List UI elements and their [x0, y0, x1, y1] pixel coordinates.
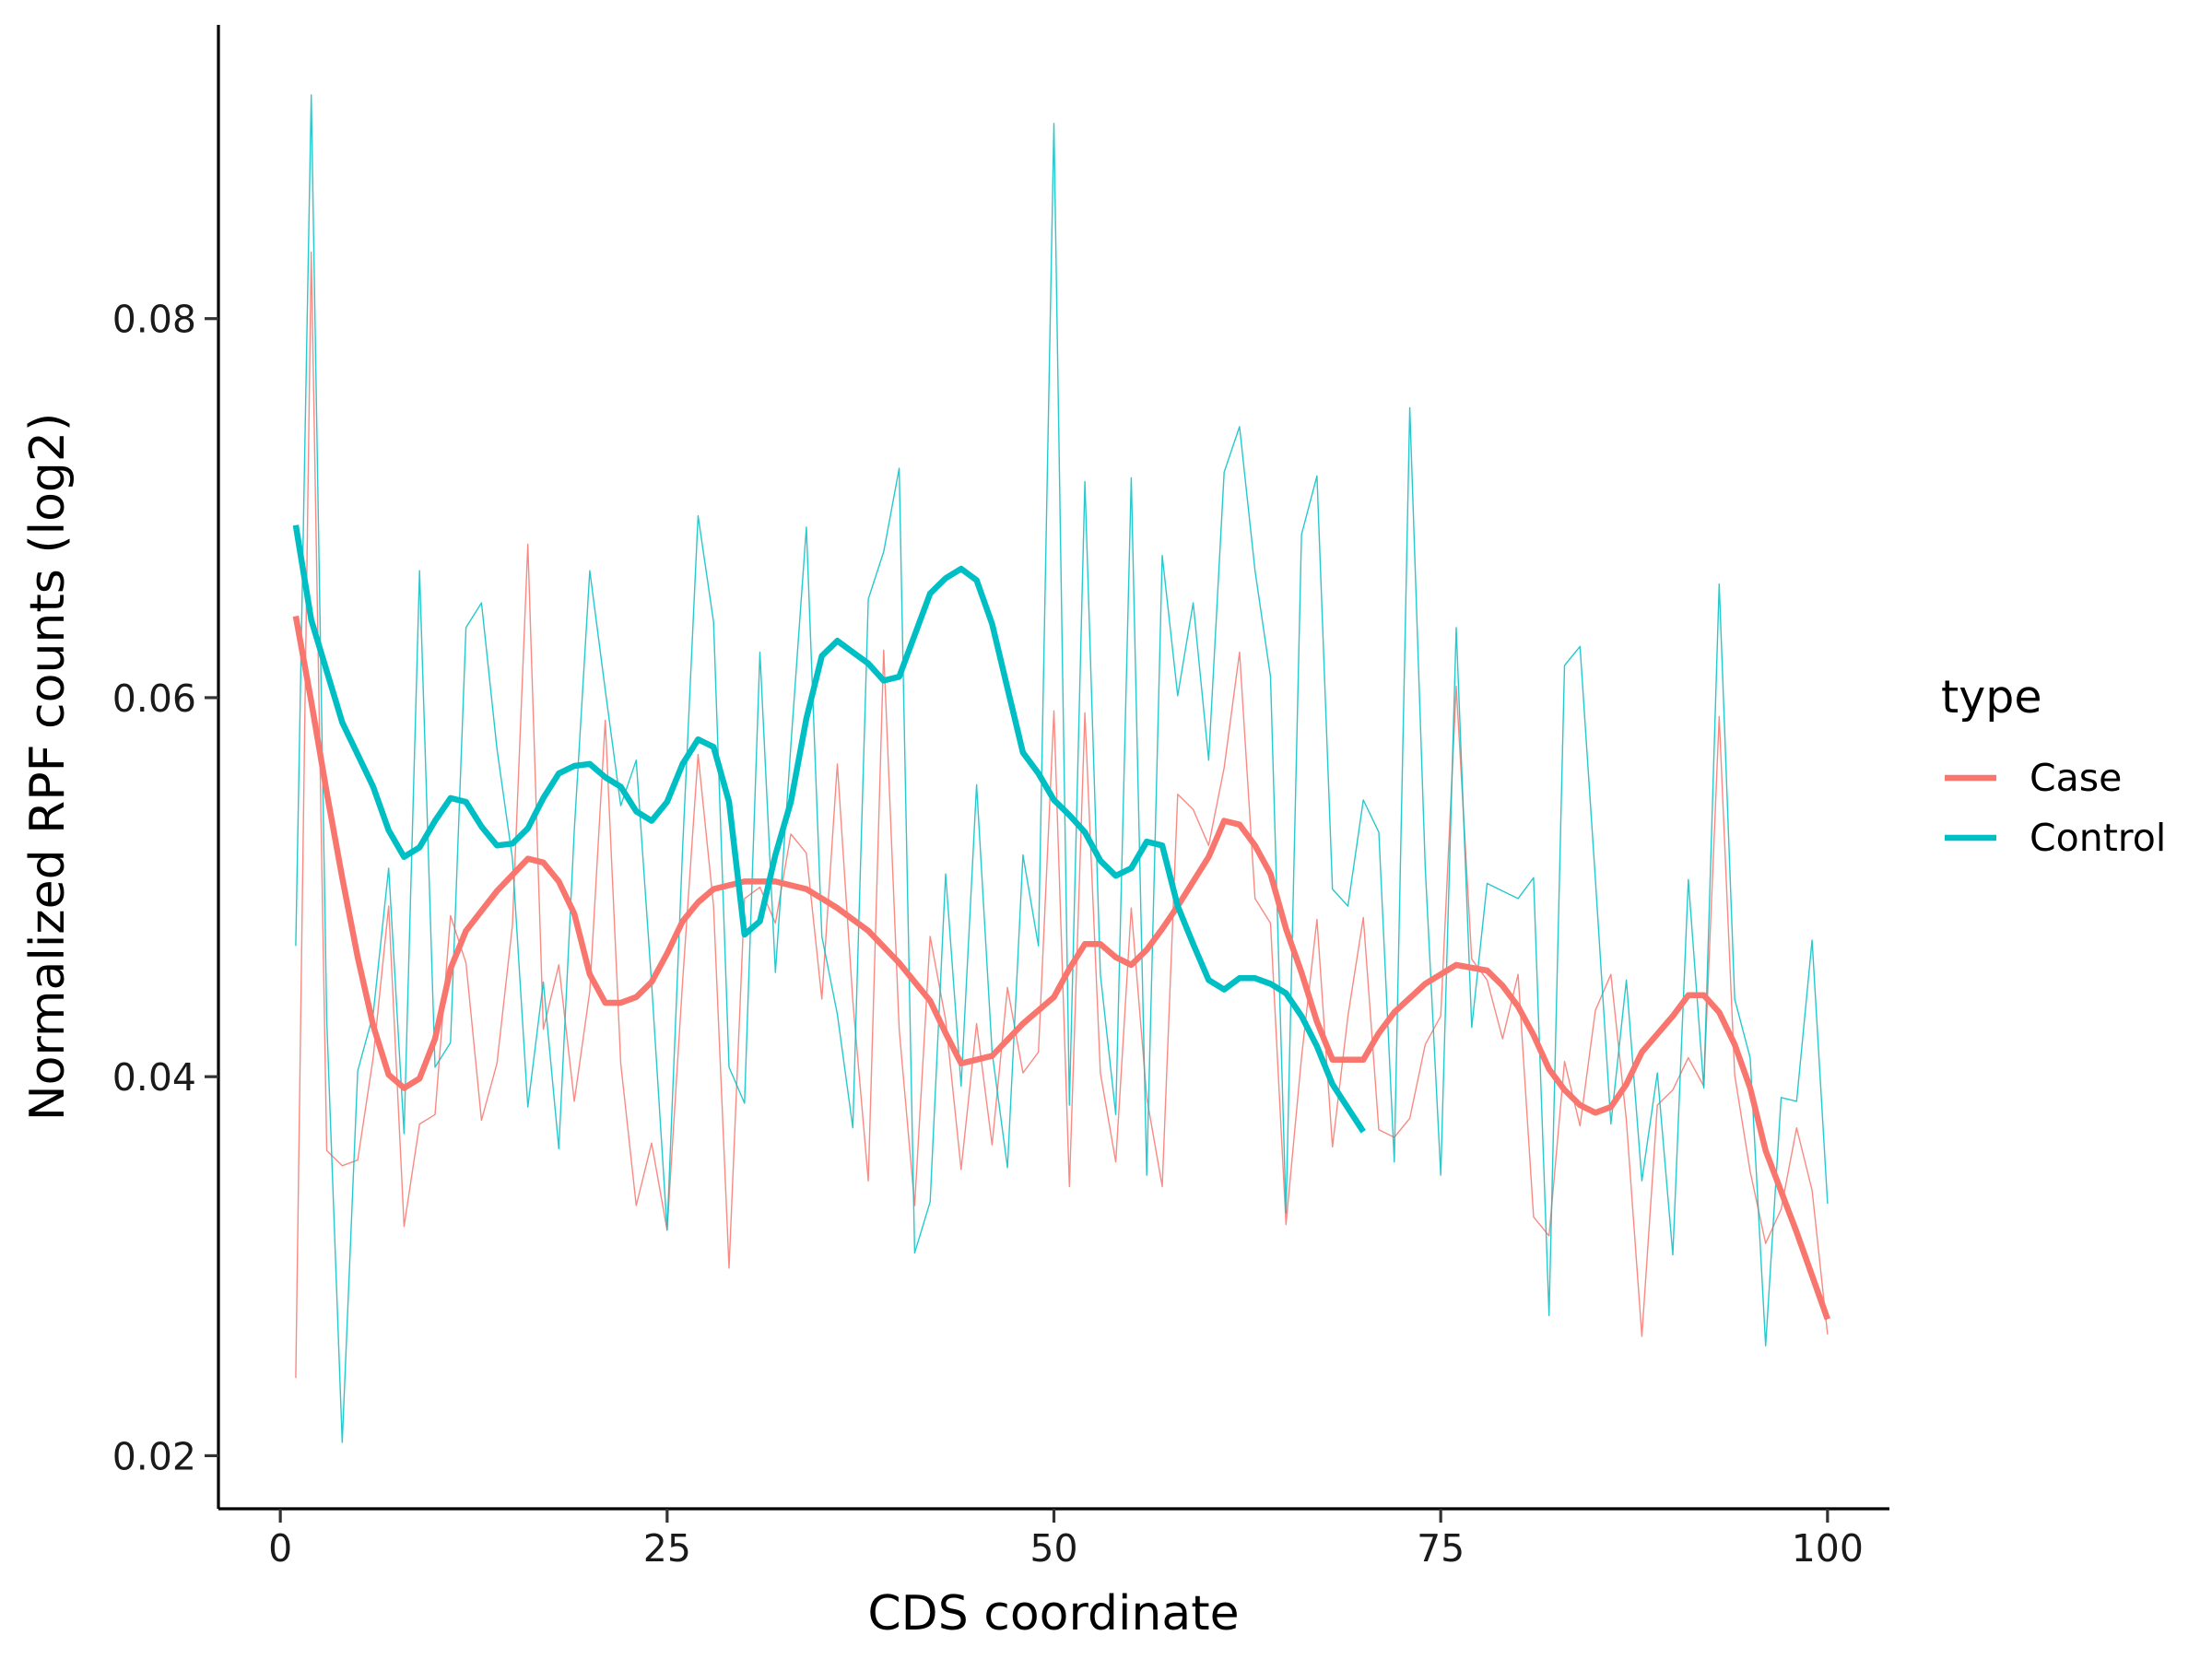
legend-title: type — [1941, 671, 2041, 724]
raw-lines-layer — [295, 94, 1829, 1443]
series-smooth-line-case — [292, 615, 1830, 1321]
x-tick-label: 50 — [1030, 1526, 1077, 1571]
x-tick-label: 75 — [1417, 1526, 1465, 1571]
y-axis-title: Normalized RPF counts (log2) — [20, 413, 76, 1122]
series-raw-line-case — [295, 252, 1829, 1379]
legend-label-control: Control — [2030, 816, 2166, 860]
legend-label-case: Case — [2030, 756, 2122, 800]
y-tick-label: 0.04 — [112, 1055, 196, 1100]
x-tick-label: 0 — [268, 1526, 292, 1571]
x-tick-label: 100 — [1792, 1526, 1864, 1571]
x-axis-title: CDS coordinate — [867, 1586, 1239, 1641]
x-axis-ticks: 0 25 50 75 100 — [268, 1509, 1864, 1571]
series-raw-line-control — [295, 94, 1829, 1443]
smoothed-lines-layer — [292, 524, 1830, 1321]
y-axis-ticks: 0.02 0.04 0.06 0.08 — [112, 298, 218, 1478]
series-smooth-line-control — [292, 524, 1366, 1134]
legend: type Case Control — [1941, 671, 2166, 860]
y-tick-label: 0.06 — [112, 677, 196, 721]
y-tick-label: 0.02 — [112, 1434, 196, 1478]
y-tick-label: 0.08 — [112, 298, 196, 342]
x-tick-label: 25 — [643, 1526, 691, 1571]
